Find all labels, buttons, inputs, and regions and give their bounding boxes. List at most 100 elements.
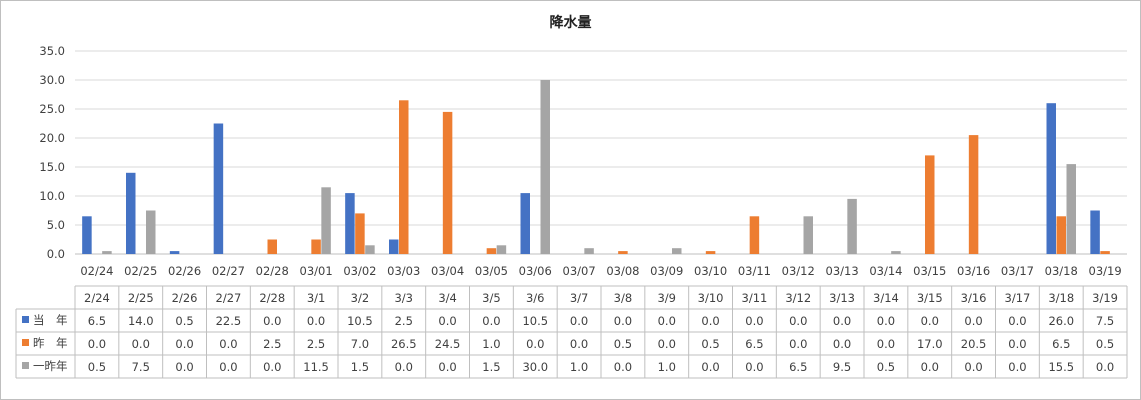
x-tick-label: 02/28 bbox=[256, 264, 289, 278]
table-value-cell: 0.0 bbox=[833, 337, 851, 351]
x-tick-label: 03/09 bbox=[650, 264, 683, 278]
x-tick-label: 03/04 bbox=[431, 264, 464, 278]
bar bbox=[749, 216, 760, 254]
table-header-cell: 3/16 bbox=[961, 291, 987, 305]
x-tick-label: 03/11 bbox=[738, 264, 771, 278]
table-value-cell: 0.0 bbox=[1096, 360, 1114, 374]
x-tick-label: 03/19 bbox=[1089, 264, 1122, 278]
bar bbox=[267, 239, 277, 254]
bar bbox=[540, 80, 550, 254]
table-header-cell: 3/13 bbox=[829, 291, 855, 305]
table-header-cell: 3/7 bbox=[570, 291, 589, 305]
table-value-cell: 6.5 bbox=[789, 360, 807, 374]
table-value-cell: 0.5 bbox=[175, 314, 193, 328]
table-value-cell: 22.5 bbox=[216, 314, 242, 328]
table-value-cell: 1.5 bbox=[351, 360, 369, 374]
table-header-cell: 2/25 bbox=[128, 291, 154, 305]
x-tick-label: 03/14 bbox=[869, 264, 902, 278]
table-header-cell: 3/4 bbox=[438, 291, 457, 305]
x-tick-label: 03/08 bbox=[606, 264, 639, 278]
table-value-cell: 10.5 bbox=[522, 314, 548, 328]
x-tick-label: 03/05 bbox=[475, 264, 508, 278]
table-value-cell: 6.5 bbox=[88, 314, 106, 328]
x-tick-label: 03/12 bbox=[782, 264, 815, 278]
legend-swatch bbox=[22, 316, 29, 323]
bar bbox=[345, 193, 355, 254]
x-tick-label: 03/13 bbox=[826, 264, 859, 278]
y-tick-label: 35.0 bbox=[39, 44, 65, 58]
table-header-cell: 2/24 bbox=[84, 291, 110, 305]
table-value-cell: 6.5 bbox=[745, 337, 763, 351]
table-value-cell: 0.0 bbox=[658, 314, 676, 328]
table-value-cell: 0.0 bbox=[132, 337, 150, 351]
table-value-cell: 26.5 bbox=[391, 337, 417, 351]
bar bbox=[355, 213, 365, 254]
table-value-cell: 26.0 bbox=[1048, 314, 1074, 328]
x-tick-label: 02/25 bbox=[124, 264, 157, 278]
bar bbox=[82, 216, 92, 254]
bar bbox=[1056, 216, 1066, 254]
y-tick-label: 30.0 bbox=[39, 73, 65, 87]
bar bbox=[442, 111, 453, 255]
table-header-cell: 3/18 bbox=[1048, 291, 1074, 305]
table-value-cell: 0.0 bbox=[1008, 337, 1026, 351]
y-tick-label: 10.0 bbox=[39, 189, 65, 203]
legend-label: 当 年 bbox=[33, 313, 68, 327]
table-value-cell: 1.0 bbox=[570, 360, 588, 374]
table-value-cell: 1.5 bbox=[482, 360, 500, 374]
bar bbox=[399, 100, 409, 254]
x-tick-label: 02/27 bbox=[212, 264, 245, 278]
table-value-cell: 0.0 bbox=[438, 314, 456, 328]
legend-swatch bbox=[22, 339, 29, 346]
table-value-cell: 15.5 bbox=[1048, 360, 1074, 374]
y-tick-label: 5.0 bbox=[47, 218, 65, 232]
table-value-cell: 7.5 bbox=[1096, 314, 1114, 328]
table-value-cell: 0.0 bbox=[877, 337, 895, 351]
table-header-cell: 3/3 bbox=[394, 291, 413, 305]
table-value-cell: 0.0 bbox=[921, 314, 939, 328]
table-value-cell: 0.5 bbox=[614, 337, 632, 351]
table-value-cell: 0.0 bbox=[964, 360, 982, 374]
table-header-cell: 3/6 bbox=[526, 291, 545, 305]
table-value-cell: 0.0 bbox=[789, 314, 807, 328]
bar bbox=[126, 172, 136, 254]
legend-label: 昨 年 bbox=[33, 336, 68, 350]
x-tick-label: 03/17 bbox=[1001, 264, 1034, 278]
bar bbox=[968, 135, 979, 254]
table-value-cell: 0.0 bbox=[175, 360, 193, 374]
table-value-cell: 0.0 bbox=[482, 314, 500, 328]
bar bbox=[1046, 103, 1056, 254]
table-header-cell: 3/11 bbox=[742, 291, 768, 305]
bar bbox=[705, 251, 716, 254]
table-header-cell: 2/26 bbox=[172, 291, 198, 305]
bar bbox=[213, 123, 224, 254]
table-value-cell: 0.0 bbox=[219, 337, 237, 351]
bar bbox=[389, 239, 399, 254]
table-value-cell: 1.0 bbox=[482, 337, 500, 351]
table-value-cell: 0.0 bbox=[263, 360, 281, 374]
table-value-cell: 0.0 bbox=[570, 314, 588, 328]
bar bbox=[584, 248, 594, 254]
bar bbox=[1066, 164, 1076, 254]
table-header-cell: 3/5 bbox=[482, 291, 501, 305]
table-header-cell: 3/15 bbox=[917, 291, 943, 305]
table-value-cell: 24.5 bbox=[435, 337, 461, 351]
y-tick-label: 25.0 bbox=[39, 102, 65, 116]
x-tick-label: 03/16 bbox=[957, 264, 990, 278]
table-value-cell: 0.0 bbox=[745, 360, 763, 374]
table-value-cell: 0.0 bbox=[964, 314, 982, 328]
bar bbox=[520, 193, 530, 254]
table-value-cell: 0.0 bbox=[526, 337, 544, 351]
table-value-cell: 0.0 bbox=[175, 337, 193, 351]
bar bbox=[146, 210, 156, 254]
table-header-cell: 2/27 bbox=[216, 291, 242, 305]
table-value-cell: 0.0 bbox=[833, 314, 851, 328]
table-value-cell: 0.5 bbox=[877, 360, 895, 374]
table-value-cell: 0.5 bbox=[1096, 337, 1114, 351]
bar bbox=[311, 239, 321, 254]
table-value-cell: 2.5 bbox=[307, 337, 325, 351]
bar bbox=[672, 248, 682, 254]
table-value-cell: 0.0 bbox=[88, 337, 106, 351]
x-tick-label: 03/07 bbox=[563, 264, 596, 278]
